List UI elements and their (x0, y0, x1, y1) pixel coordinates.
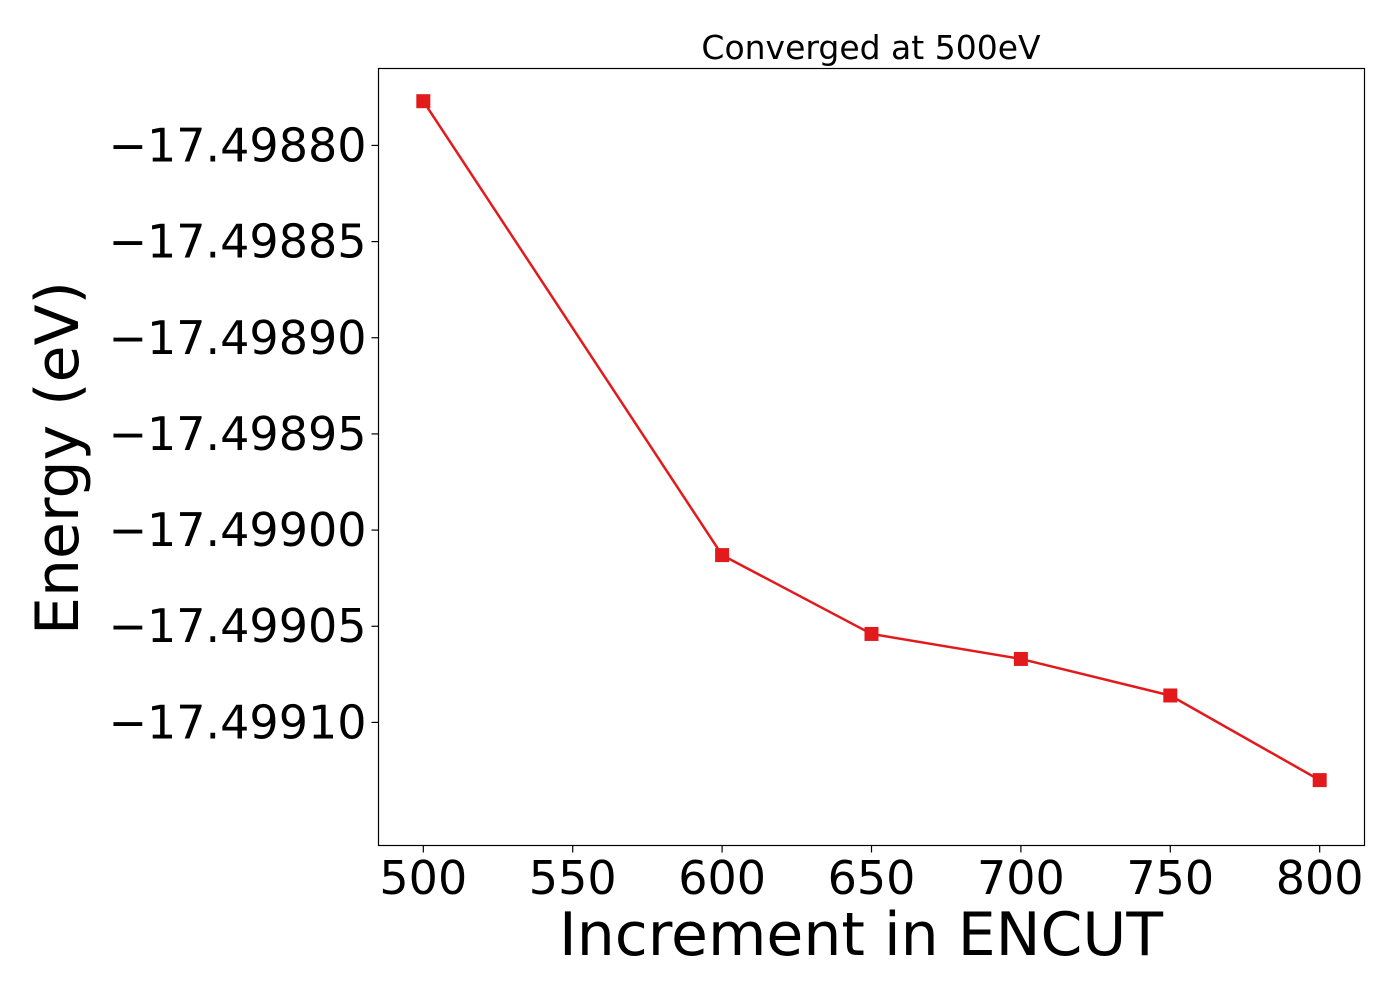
x-tick-label: 750 (1126, 851, 1214, 905)
y-tick-label: −17.49890 (108, 311, 366, 365)
y-axis: −17.49880 −17.49885 −17.49890 −17.49895 −17.… (108, 118, 379, 749)
x-tick-label: 650 (828, 851, 916, 905)
y-tick-label: −17.49895 (108, 407, 366, 461)
y-axis-title: Energy (eV) (23, 281, 93, 635)
series-layer (416, 94, 1327, 788)
x-tick-label: 700 (977, 851, 1065, 905)
chart-title: Converged at 500eV (701, 28, 1041, 67)
y-tick-label: −17.49910 (108, 695, 366, 749)
x-axis-title: Increment in ENCUT (559, 900, 1163, 970)
y-tick-label: −17.49905 (108, 599, 366, 653)
x-tick-label: 800 (1276, 851, 1364, 905)
x-tick-label: 600 (678, 851, 766, 905)
x-axis: 500 550 600 650 700 750 800 (379, 845, 1364, 905)
y-tick-label: −17.49880 (108, 118, 366, 172)
data-point (1312, 773, 1327, 788)
data-point (715, 548, 730, 563)
x-tick-label: 500 (379, 851, 467, 905)
data-point (864, 626, 879, 641)
data-point (1163, 688, 1178, 703)
x-tick-label: 550 (529, 851, 617, 905)
y-tick-label: −17.49885 (108, 215, 366, 269)
data-point (416, 94, 431, 109)
data-point (1013, 651, 1028, 666)
series-line (422, 100, 1321, 782)
y-tick-label: −17.49900 (108, 503, 366, 557)
